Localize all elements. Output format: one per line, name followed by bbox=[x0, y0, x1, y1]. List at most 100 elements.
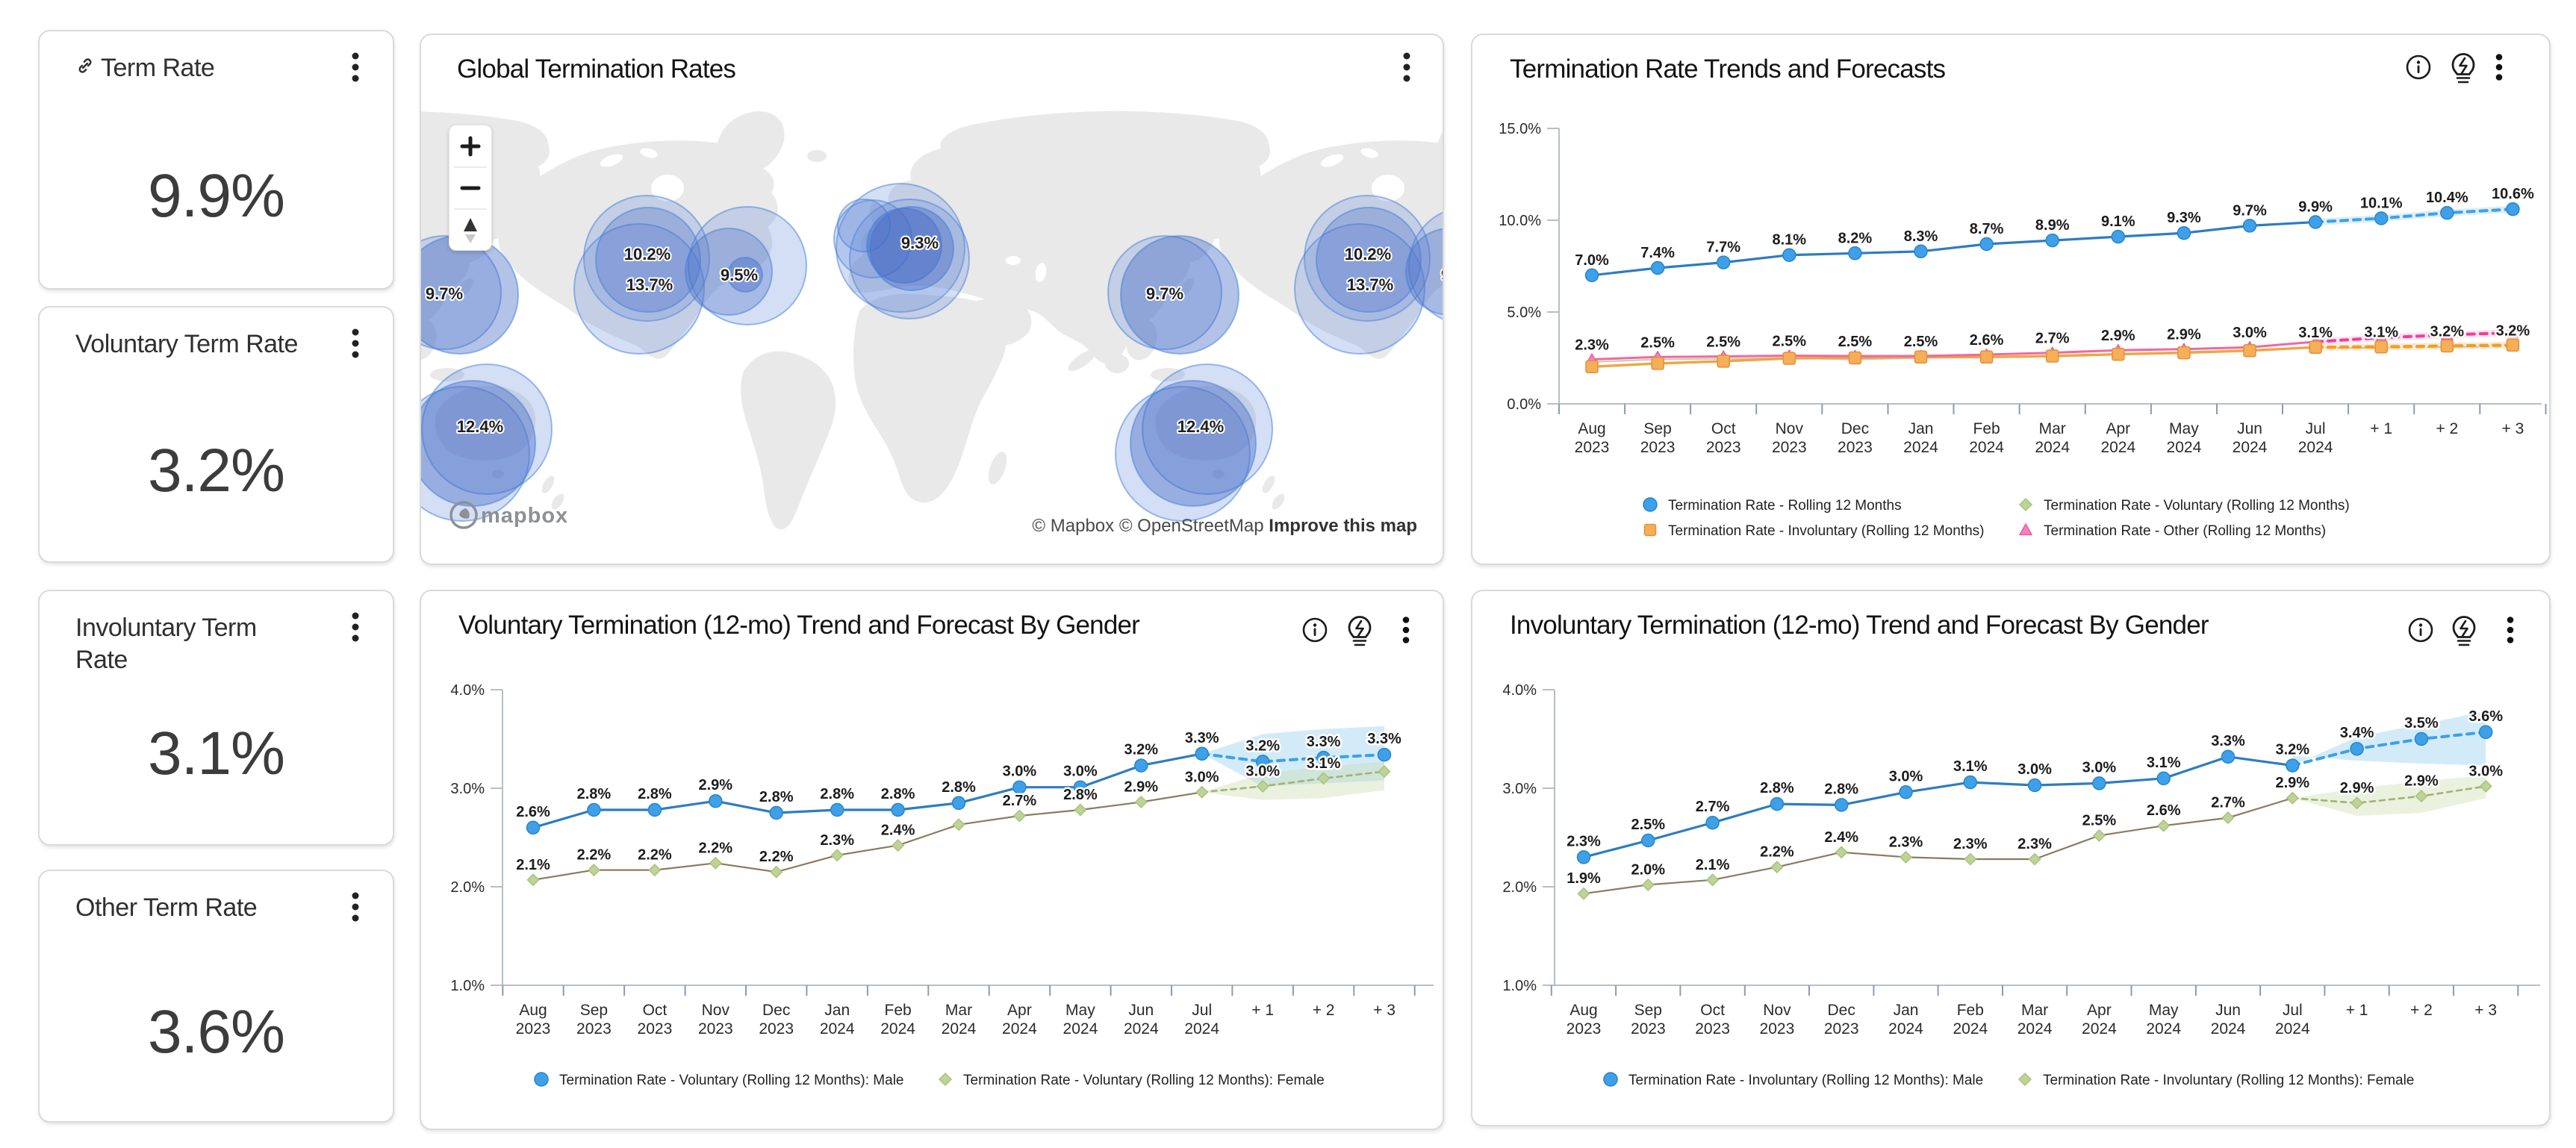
svg-text:9.9%: 9.9% bbox=[2298, 199, 2333, 216]
svg-text:2024: 2024 bbox=[2233, 439, 2268, 456]
svg-text:+ 2: + 2 bbox=[1313, 1002, 1335, 1019]
svg-text:2023: 2023 bbox=[1631, 1020, 1666, 1038]
svg-text:3.1%: 3.1% bbox=[2298, 325, 2333, 341]
svg-text:3.0%: 3.0% bbox=[2017, 761, 2052, 778]
svg-text:Nov: Nov bbox=[1763, 1002, 1791, 1019]
svg-text:2.2%: 2.2% bbox=[759, 849, 794, 865]
svg-text:2.3%: 2.3% bbox=[1953, 836, 1988, 852]
svg-text:2.1%: 2.1% bbox=[516, 857, 550, 873]
svg-text:2.6%: 2.6% bbox=[516, 804, 550, 820]
svg-text:2024: 2024 bbox=[2167, 439, 2202, 456]
svg-text:+ 2: + 2 bbox=[2436, 420, 2458, 437]
svg-text:Jul: Jul bbox=[1192, 1002, 1212, 1019]
svg-text:3.5%: 3.5% bbox=[2404, 715, 2439, 731]
svg-text:2.2%: 2.2% bbox=[577, 847, 612, 864]
svg-text:9.3%: 9.3% bbox=[2167, 210, 2201, 226]
svg-text:mapbox: mapbox bbox=[481, 504, 568, 528]
svg-text:Dec: Dec bbox=[1828, 1002, 1855, 1019]
svg-text:2023: 2023 bbox=[1772, 439, 1807, 456]
svg-text:3.4%: 3.4% bbox=[2340, 725, 2374, 741]
svg-text:2.8%: 2.8% bbox=[942, 779, 976, 796]
svg-text:2024: 2024 bbox=[1903, 439, 1938, 456]
svg-text:5.0%: 5.0% bbox=[1507, 305, 1541, 321]
svg-text:3.0%: 3.0% bbox=[1185, 769, 1219, 785]
svg-text:2024: 2024 bbox=[2100, 439, 2135, 456]
svg-text:2024: 2024 bbox=[880, 1020, 915, 1038]
svg-text:3.0%: 3.0% bbox=[1502, 781, 1537, 797]
svg-text:Feb: Feb bbox=[1957, 1002, 1984, 1019]
svg-text:Apr: Apr bbox=[1007, 1002, 1032, 1019]
svg-text:4.0%: 4.0% bbox=[1502, 682, 1537, 699]
svg-text:2.9%: 2.9% bbox=[2340, 780, 2374, 796]
svg-text:2.8%: 2.8% bbox=[881, 786, 915, 802]
svg-text:Aug: Aug bbox=[1578, 420, 1605, 437]
svg-text:3.1%: 3.1% bbox=[2364, 325, 2398, 341]
svg-text:Feb: Feb bbox=[885, 1002, 912, 1019]
svg-text:2024: 2024 bbox=[2146, 1020, 2181, 1038]
svg-text:0.0%: 0.0% bbox=[1507, 396, 1541, 413]
svg-text:Apr: Apr bbox=[2087, 1002, 2112, 1019]
svg-text:2.2%: 2.2% bbox=[638, 847, 672, 864]
svg-text:2024: 2024 bbox=[1953, 1020, 1988, 1038]
svg-text:3.2%: 3.2% bbox=[2276, 742, 2310, 758]
svg-text:2024: 2024 bbox=[2298, 439, 2333, 456]
svg-text:2.3%: 2.3% bbox=[1567, 833, 1601, 849]
svg-text:2.6%: 2.6% bbox=[1970, 332, 2004, 349]
svg-text:Sep: Sep bbox=[1634, 1002, 1662, 1019]
svg-text:2.3%: 2.3% bbox=[1889, 834, 1923, 850]
svg-text:Apr: Apr bbox=[2106, 420, 2130, 437]
svg-text:2.8%: 2.8% bbox=[577, 786, 612, 802]
svg-text:Mar: Mar bbox=[945, 1002, 972, 1019]
svg-text:Jun: Jun bbox=[1128, 1002, 1154, 1019]
svg-text:2.5%: 2.5% bbox=[1706, 334, 1740, 351]
svg-text:2024: 2024 bbox=[820, 1020, 855, 1038]
svg-text:Sep: Sep bbox=[1643, 420, 1671, 437]
svg-text:Jun: Jun bbox=[2237, 420, 2262, 437]
svg-text:3.3%: 3.3% bbox=[1367, 731, 1401, 747]
svg-text:2.8%: 2.8% bbox=[1824, 781, 1858, 797]
svg-text:2.9%: 2.9% bbox=[2404, 773, 2439, 790]
svg-text:2.9%: 2.9% bbox=[2167, 327, 2201, 343]
svg-text:Jul: Jul bbox=[2306, 420, 2326, 437]
svg-text:2.4%: 2.4% bbox=[881, 823, 915, 839]
svg-text:Dec: Dec bbox=[1841, 420, 1869, 437]
svg-text:9.7%: 9.7% bbox=[2233, 202, 2267, 219]
svg-text:3.2%: 3.2% bbox=[2430, 324, 2465, 340]
svg-text:Termination Rate - Voluntary (: Termination Rate - Voluntary (Rolling 12… bbox=[559, 1073, 903, 1088]
svg-text:3.0%: 3.0% bbox=[450, 781, 485, 797]
svg-text:Dec: Dec bbox=[762, 1002, 790, 1019]
svg-text:2.3%: 2.3% bbox=[2017, 836, 2052, 852]
svg-text:+ 1: + 1 bbox=[1251, 1002, 1274, 1019]
svg-text:Termination Rate - Voluntary (: Termination Rate - Voluntary (Rolling 12… bbox=[2044, 498, 2350, 514]
svg-text:2023: 2023 bbox=[576, 1020, 612, 1038]
svg-text:Nov: Nov bbox=[702, 1002, 730, 1019]
svg-text:8.3%: 8.3% bbox=[1904, 228, 1938, 245]
svg-text:2.6%: 2.6% bbox=[2147, 802, 2181, 819]
svg-text:Jan: Jan bbox=[824, 1002, 850, 1019]
svg-text:2024: 2024 bbox=[1063, 1020, 1098, 1038]
svg-text:Termination Rate - Other (Roll: Termination Rate - Other (Rolling 12 Mon… bbox=[2044, 523, 2326, 539]
svg-text:2024: 2024 bbox=[1888, 1020, 1923, 1038]
svg-text:8.2%: 8.2% bbox=[1838, 230, 1873, 246]
svg-text:Jan: Jan bbox=[1908, 420, 1934, 437]
svg-text:2.2%: 2.2% bbox=[1760, 844, 1794, 861]
svg-text:7.0%: 7.0% bbox=[1575, 252, 1609, 269]
svg-text:3.1%: 3.1% bbox=[2147, 755, 2181, 771]
svg-text:Termination Rate - Rolling 12: Termination Rate - Rolling 12 Months bbox=[1668, 498, 1902, 514]
svg-text:2.5%: 2.5% bbox=[1640, 334, 1675, 351]
svg-text:2.8%: 2.8% bbox=[759, 789, 794, 805]
svg-text:2.9%: 2.9% bbox=[2101, 328, 2135, 344]
svg-text:2.1%: 2.1% bbox=[1696, 857, 1730, 873]
svg-text:2.8%: 2.8% bbox=[1063, 787, 1098, 803]
svg-text:10.4%: 10.4% bbox=[2426, 190, 2468, 206]
svg-text:2.0%: 2.0% bbox=[1631, 861, 1666, 878]
svg-text:10.6%: 10.6% bbox=[2492, 186, 2534, 202]
svg-text:Nov: Nov bbox=[1776, 420, 1804, 437]
svg-text:2024: 2024 bbox=[1969, 439, 2004, 456]
svg-text:+ 2: + 2 bbox=[2410, 1002, 2433, 1019]
svg-text:+ 3: + 3 bbox=[2474, 1002, 2497, 1019]
svg-text:2.8%: 2.8% bbox=[1760, 780, 1794, 796]
svg-text:Oct: Oct bbox=[1700, 1002, 1725, 1019]
svg-text:2.7%: 2.7% bbox=[2035, 331, 2070, 347]
svg-text:May: May bbox=[2149, 1002, 2179, 1019]
